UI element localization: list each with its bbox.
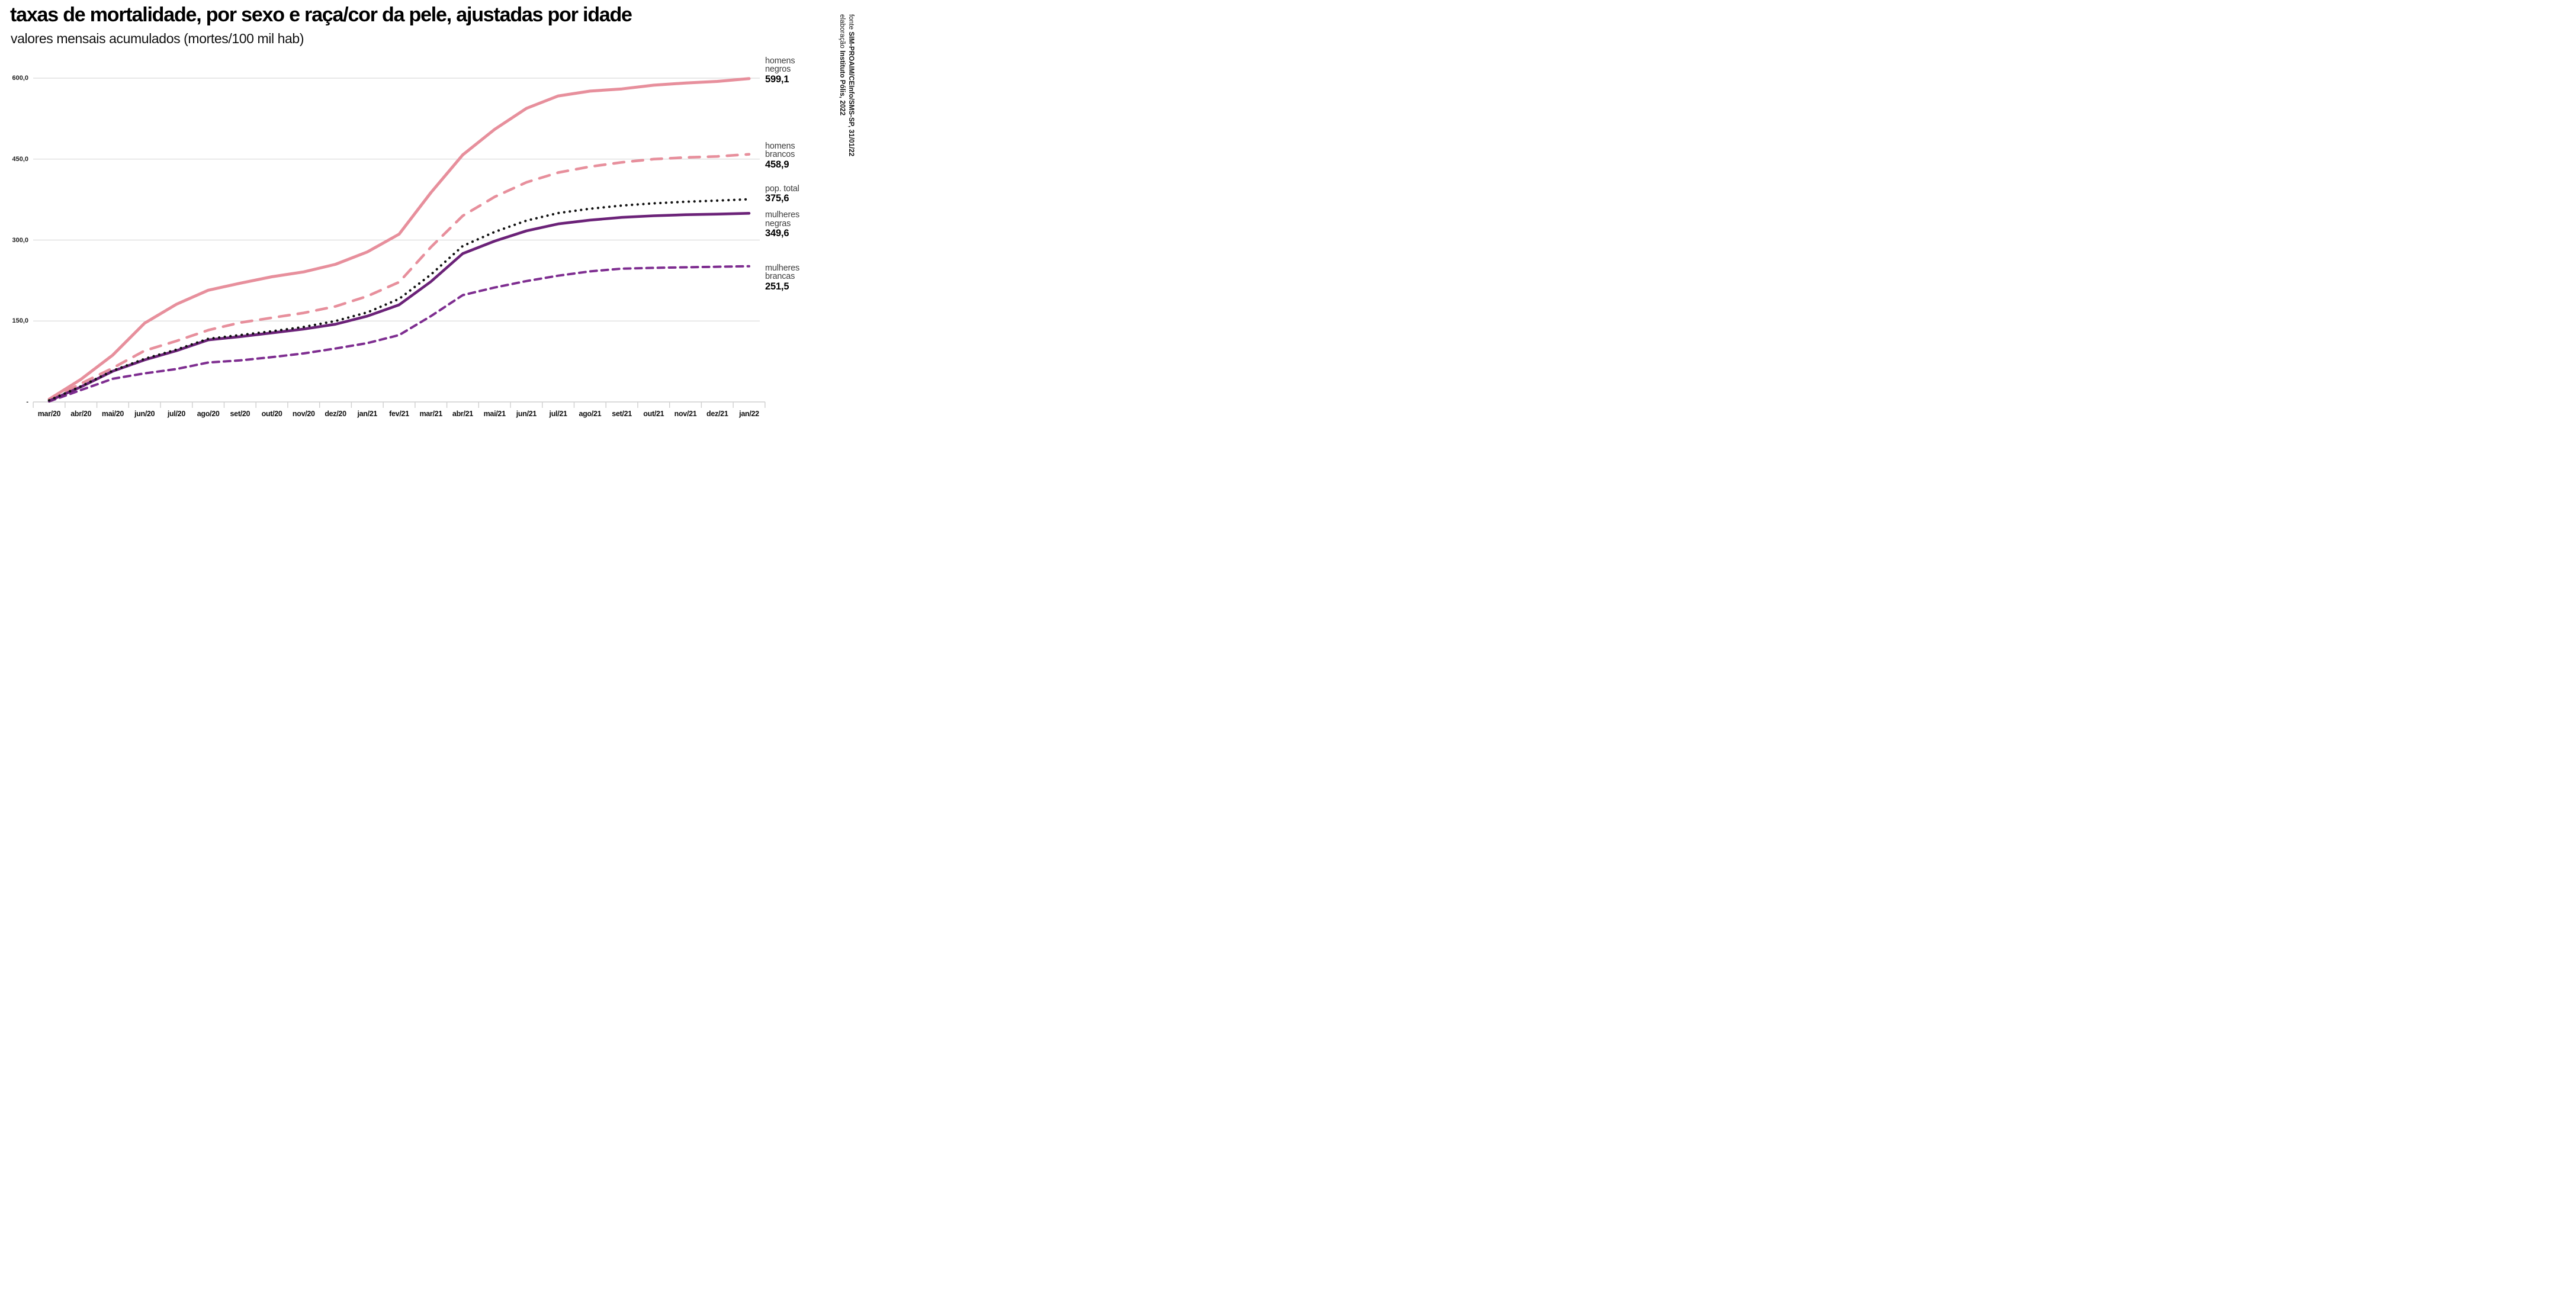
y-tick-label: 150,0: [12, 317, 28, 325]
legend-label: mulheres: [765, 210, 800, 220]
x-tick-label: set/21: [612, 410, 632, 418]
legend-label: homens: [765, 56, 795, 66]
legend-value: 599,1: [765, 73, 789, 85]
legend-label: brancas: [765, 272, 795, 282]
legend-value: 251,5: [765, 281, 789, 292]
legend-label: homens: [765, 141, 795, 151]
x-tick-label: abr/20: [70, 410, 92, 418]
chart-subtitle: valores mensais acumulados (mortes/100 m…: [11, 31, 304, 46]
legend-label: pop. total: [765, 184, 799, 194]
legend-value: 349,6: [765, 228, 789, 239]
series-line-homens-negros: [47, 77, 751, 401]
x-tick-label: jul/21: [549, 410, 567, 418]
y-tick-label: 300,0: [12, 236, 28, 244]
x-tick-label: mar/20: [37, 410, 61, 418]
x-tick-label: ago/21: [579, 410, 602, 418]
legend-entry-homens-brancos: homens brancos 458,9: [765, 142, 795, 170]
x-tick-label: mar/21: [419, 410, 442, 418]
legend-entry-pop-total: pop. total 375,6: [765, 185, 799, 204]
legend-label: mulheres: [765, 263, 800, 273]
series-line-homens-brancos: [47, 153, 751, 401]
x-tick-label: jun/20: [134, 410, 155, 418]
x-tick-label: mai/21: [483, 410, 506, 418]
source-credit: fonte SIM-PROAIM/CEInfo/SMS-SP, 31/01/22…: [837, 14, 855, 156]
elaboration-line: elaboração Instituto Pólis, 2022: [839, 14, 846, 116]
y-tick-label: -: [26, 398, 28, 406]
x-tick-label: fev/21: [389, 410, 409, 418]
line-chart: [33, 77, 766, 408]
legend-entry-mulheres-brancas: mulheres brancas 251,5: [765, 264, 799, 292]
legend-label: brancos: [765, 150, 795, 160]
legend-value: 375,6: [765, 193, 789, 204]
x-tick-label: out/21: [643, 410, 664, 418]
x-tick-label: nov/21: [674, 410, 697, 418]
x-tick-label: jan/22: [739, 410, 759, 418]
page: taxas de mortalidade, por sexo e raça/co…: [0, 0, 859, 433]
x-tick-label: nov/20: [292, 410, 315, 418]
y-tick-label: 450,0: [12, 155, 28, 163]
chart-title: taxas de mortalidade, por sexo e raça/co…: [10, 4, 632, 26]
series-line-pop-total: [47, 198, 751, 402]
x-tick-label: out/20: [261, 410, 282, 418]
x-tick-label: dez/20: [325, 410, 346, 418]
x-tick-label: jan/21: [357, 410, 378, 418]
legend-value: 458,9: [765, 159, 789, 170]
x-tick-label: jun/21: [516, 410, 537, 418]
x-tick-label: abr/21: [452, 410, 473, 418]
legend-entry-homens-negros: homens negros 599,1: [765, 57, 795, 85]
y-tick-label: 600,0: [12, 75, 28, 82]
x-tick-label: jul/20: [167, 410, 185, 418]
legend-label: negros: [765, 65, 791, 75]
x-tick-label: set/20: [230, 410, 250, 418]
x-tick-label: ago/20: [197, 410, 220, 418]
series-line-mulheres-brancas: [48, 265, 750, 403]
legend-label: negras: [765, 218, 791, 229]
legend-entry-mulheres-negras: mulheres negras 349,6: [765, 211, 799, 239]
series-line-mulheres-negras: [47, 211, 751, 403]
source-line: fonte SIM-PROAIM/CEInfo/SMS-SP, 31/01/22: [847, 14, 855, 157]
x-tick-label: dez/21: [706, 410, 728, 418]
x-tick-label: mai/20: [101, 410, 124, 418]
